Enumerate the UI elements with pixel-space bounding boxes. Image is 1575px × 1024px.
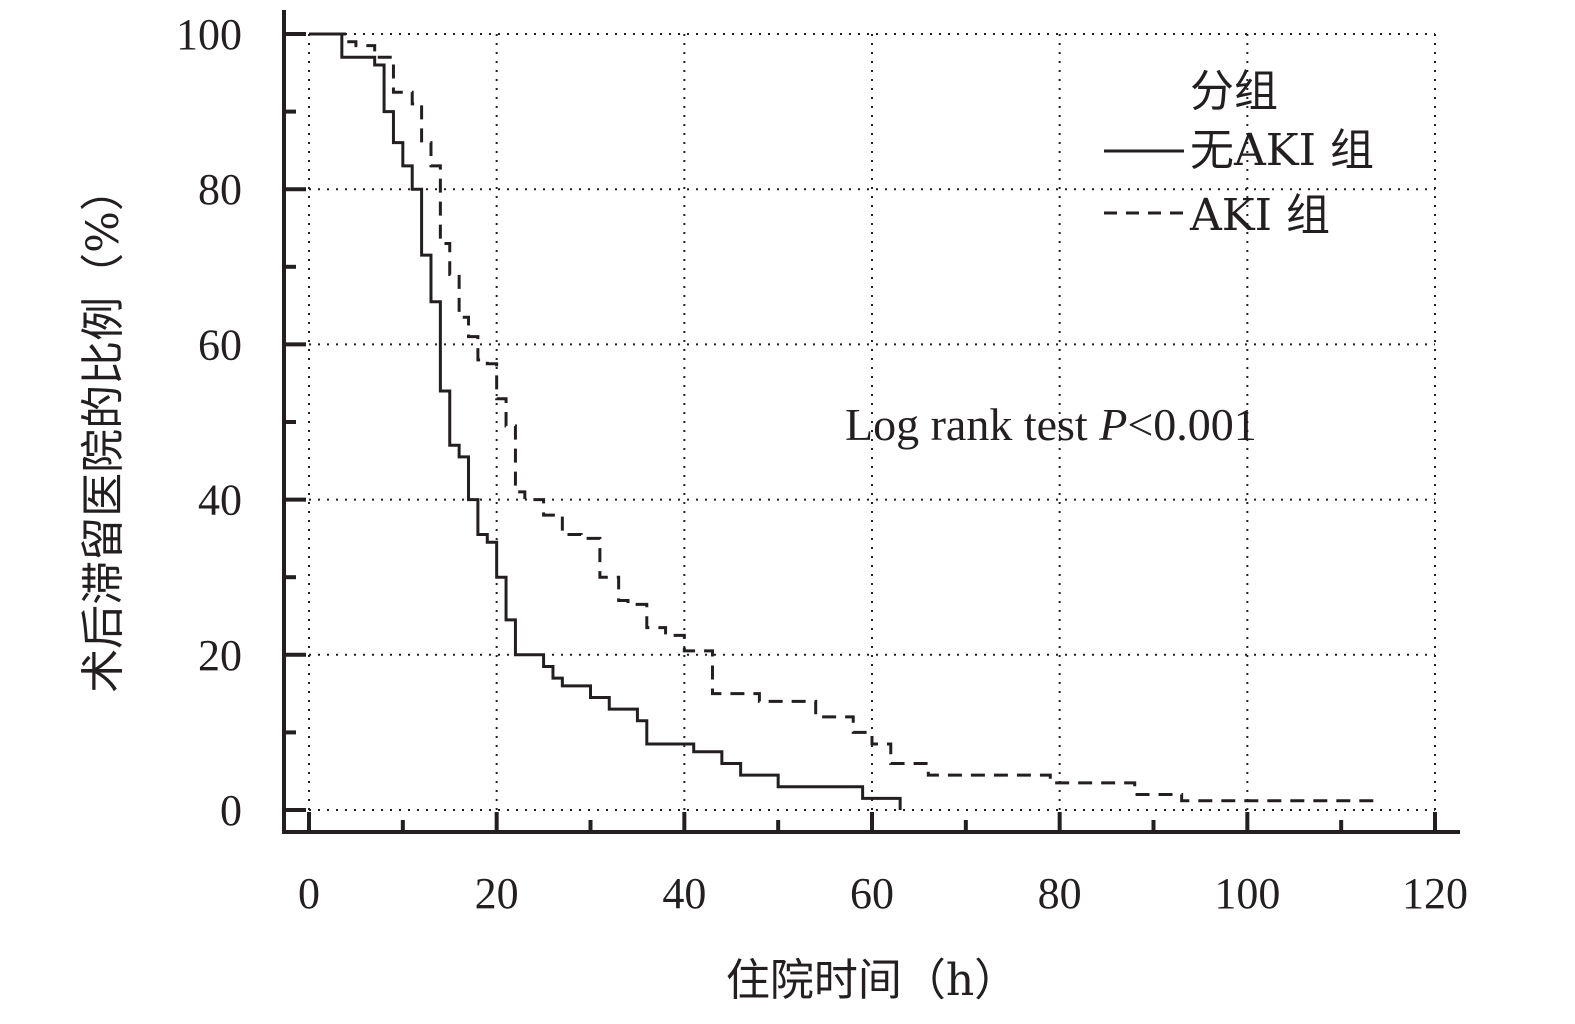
y-tick-label: 40	[198, 476, 242, 525]
x-tick-label: 0	[298, 869, 320, 918]
log-rank-annotation: Log rank test P<0.001	[845, 399, 1257, 450]
series-line-aki	[309, 32, 1379, 803]
annotation-suffix: <0.001	[1127, 399, 1256, 450]
x-tick-label: 100	[1214, 869, 1280, 918]
x-tick-label: 40	[662, 869, 706, 918]
y-tick-label: 80	[198, 165, 242, 214]
legend-title: 分组	[1190, 66, 1278, 117]
gridlines	[308, 33, 1436, 811]
annotation-p: P	[1098, 399, 1127, 450]
x-tick-label: 120	[1402, 869, 1468, 918]
x-tick-label: 20	[475, 869, 519, 918]
x-axis-title: 住院时间（h）	[726, 955, 1018, 1006]
y-tick-label: 60	[198, 320, 242, 369]
series-layer	[309, 32, 1379, 810]
y-tick-label: 100	[176, 10, 242, 59]
y-axis-title: 术后滞留医院的比例（%）	[78, 167, 129, 693]
series-line-no-aki	[309, 32, 902, 810]
y-tick-label: 0	[220, 786, 242, 835]
annotation-prefix: Log rank test	[845, 399, 1099, 450]
axes: 0 20 40 60 80 100 0 20 40 60 80 100 120	[176, 10, 1468, 918]
legend-label-no-aki: 无AKI 组	[1190, 125, 1374, 176]
x-tick-label: 60	[850, 869, 894, 918]
legend: 分组 无AKI 组 AKI 组	[1104, 66, 1374, 241]
legend-label-aki: AKI 组	[1189, 190, 1330, 241]
x-tick-label: 80	[1038, 869, 1082, 918]
y-tick-label: 20	[198, 631, 242, 680]
